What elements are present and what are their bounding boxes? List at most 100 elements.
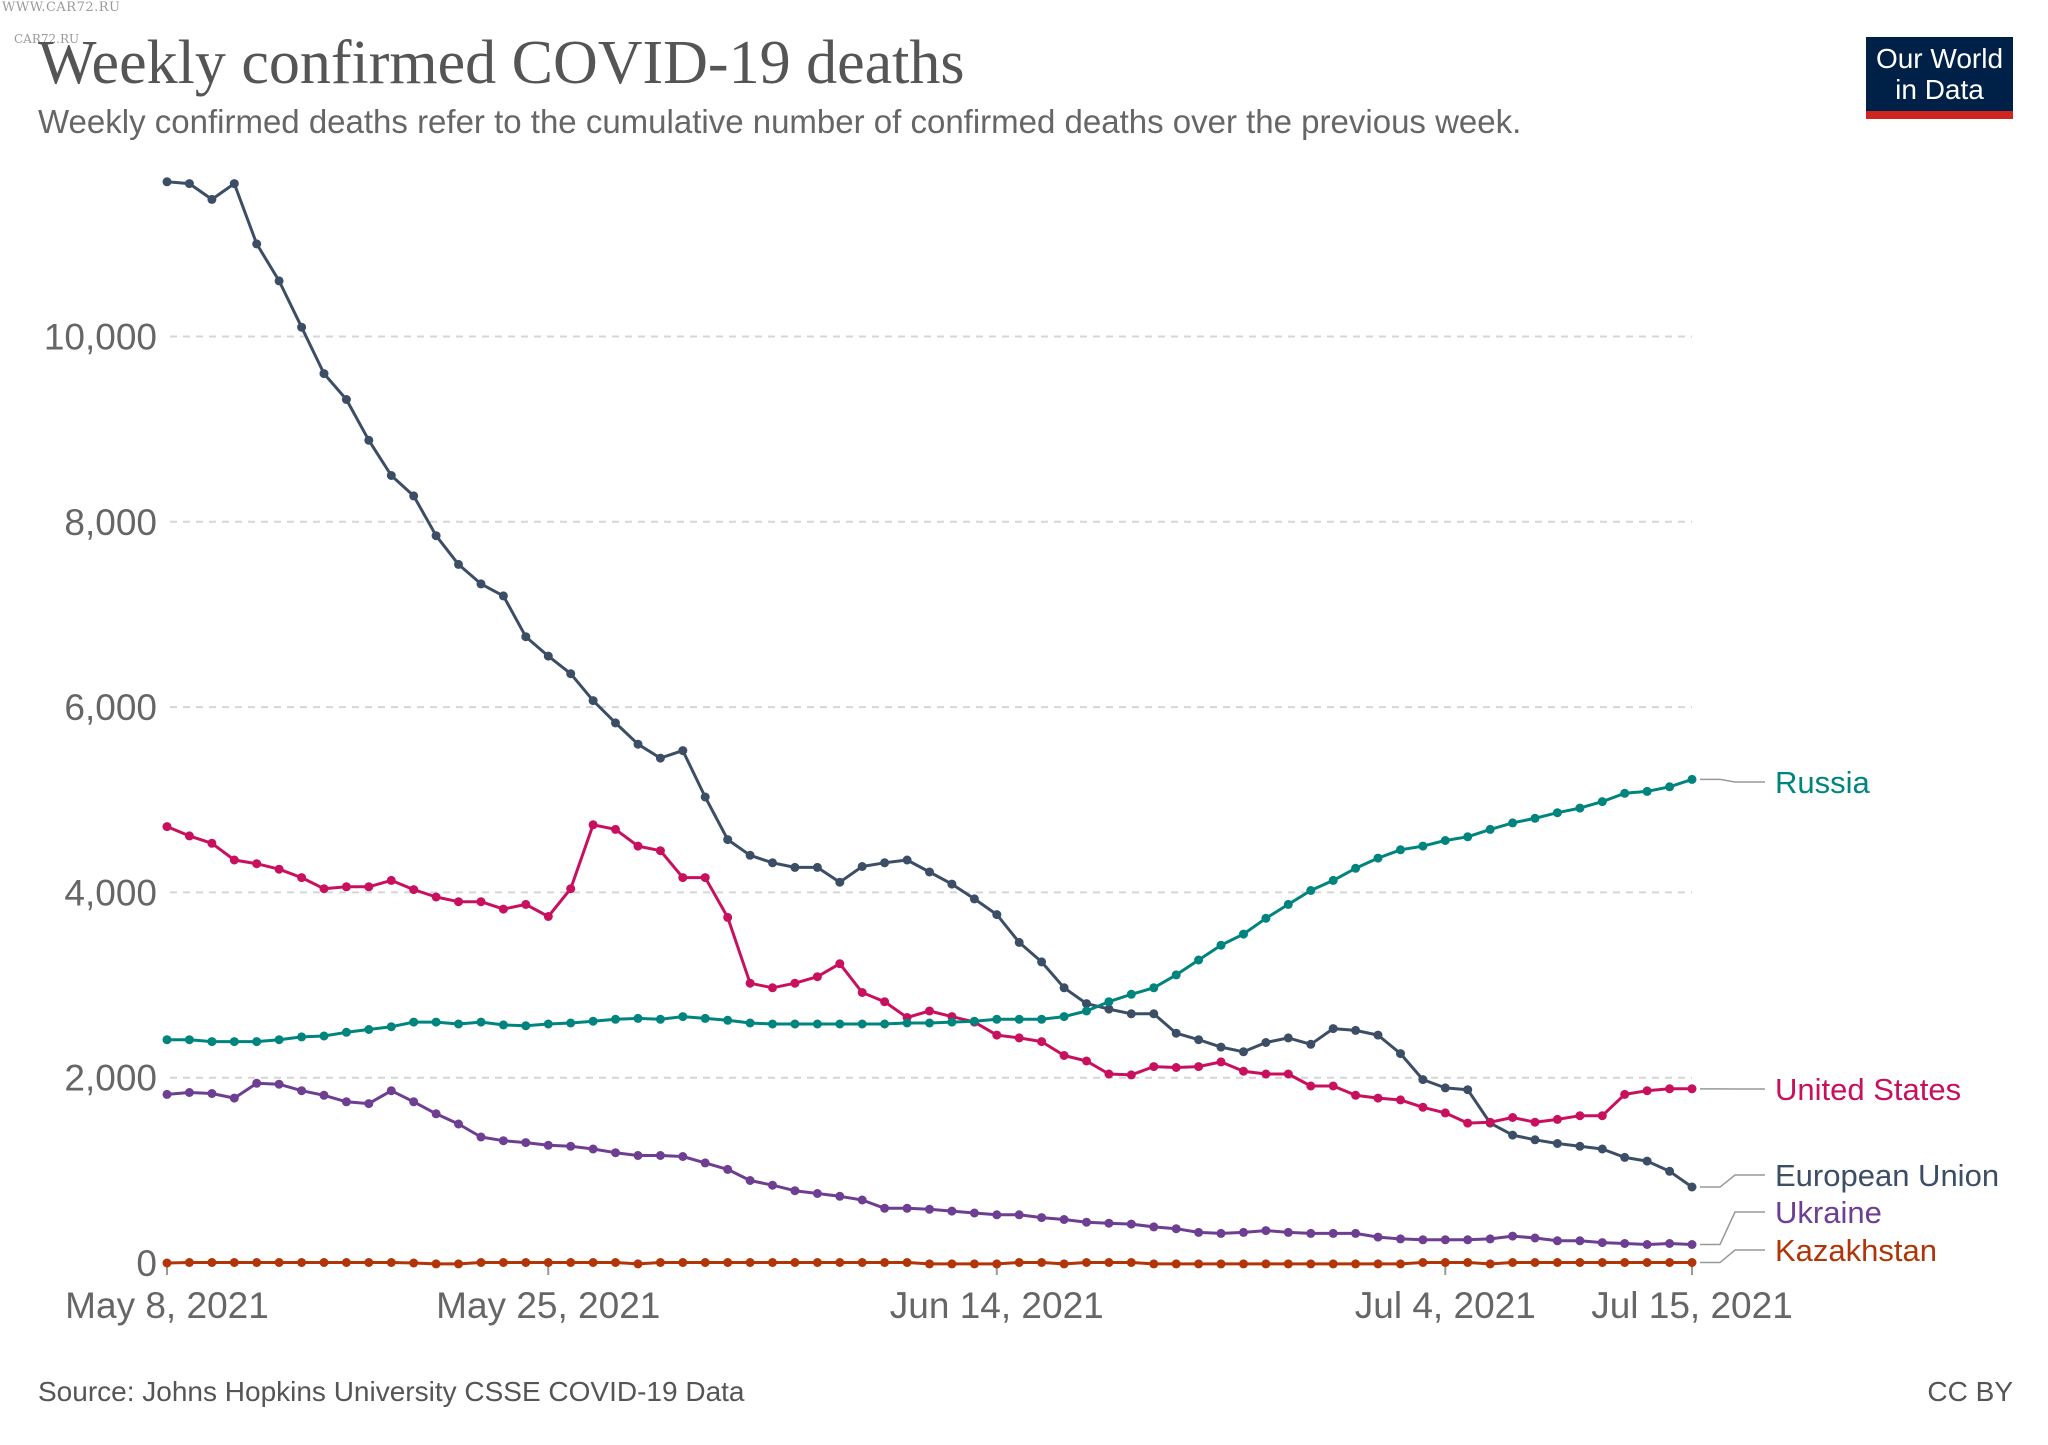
data-point — [969, 1016, 979, 1026]
data-point — [633, 1013, 643, 1023]
data-point — [835, 1258, 845, 1267]
data-point — [655, 1151, 665, 1160]
data-point — [521, 1021, 531, 1031]
data-point — [1642, 1086, 1652, 1096]
data-point — [588, 696, 598, 706]
data-point — [1396, 1049, 1405, 1059]
data-point — [723, 1258, 733, 1267]
data-point — [184, 1088, 194, 1097]
data-point — [229, 1093, 239, 1103]
data-point — [812, 1189, 822, 1198]
data-point — [1552, 1236, 1562, 1246]
data-point — [1037, 1258, 1047, 1267]
data-point — [1463, 832, 1473, 842]
data-point — [1665, 1239, 1675, 1248]
series-kazakhstan — [162, 1258, 1697, 1269]
data-point — [543, 1140, 553, 1150]
data-point — [902, 1258, 912, 1267]
data-point — [162, 822, 172, 832]
data-point — [274, 1079, 284, 1089]
source-note: Source: Johns Hopkins University CSSE CO… — [38, 1376, 745, 1407]
data-point — [723, 1164, 733, 1174]
data-point — [1216, 940, 1226, 950]
data-point — [947, 1206, 957, 1216]
data-point — [364, 435, 374, 445]
data-point — [1575, 1111, 1585, 1121]
data-point — [925, 867, 934, 877]
data-point — [1037, 1213, 1047, 1223]
data-point — [1306, 886, 1316, 895]
data-point — [454, 1259, 463, 1269]
data-point — [1283, 1033, 1293, 1043]
data-point — [521, 632, 531, 642]
data-point — [364, 882, 374, 892]
label-connector — [1700, 1211, 1765, 1246]
x-tick-label: May 8, 2021 — [65, 1285, 269, 1326]
data-point — [790, 978, 800, 988]
data-point — [162, 1089, 172, 1099]
y-tick-label: 8,000 — [64, 502, 157, 543]
data-point — [1508, 1130, 1518, 1140]
data-point — [1351, 863, 1361, 873]
data-point — [274, 864, 284, 874]
x-tick-label: Jul 15, 2021 — [1591, 1285, 1793, 1326]
data-point — [611, 1014, 620, 1024]
data-point — [386, 1086, 396, 1096]
data-point — [1283, 1069, 1293, 1079]
data-point — [1351, 1090, 1361, 1100]
y-axis-ticks: 0 2,000 4,000 6,000 8,000 10,000 — [44, 317, 157, 1285]
data-point — [1239, 1047, 1248, 1057]
data-point — [1687, 1240, 1697, 1249]
data-point — [812, 972, 822, 982]
data-point — [678, 1258, 688, 1267]
license-link[interactable]: CC BY — [1927, 1376, 2013, 1407]
data-point — [1261, 1226, 1271, 1236]
data-point — [566, 1018, 576, 1028]
data-point — [745, 1176, 755, 1185]
series-group — [162, 177, 1697, 1269]
data-point — [1485, 824, 1495, 834]
data-point — [1575, 803, 1585, 813]
data-point — [229, 1037, 239, 1047]
x-axis-ticks: May 8, 2021 May 25, 2021 Jun 14, 2021 Jul 4… — [65, 1263, 1793, 1326]
data-point — [1597, 1111, 1607, 1121]
data-point — [1104, 1218, 1114, 1228]
series-label: Kazakhstan — [1775, 1233, 1937, 1268]
data-point — [297, 873, 307, 883]
owid-logo[interactable]: Our World in Data — [1866, 37, 2013, 119]
data-point — [498, 1020, 508, 1030]
data-point — [1440, 1235, 1450, 1245]
data-point — [1508, 1113, 1518, 1122]
data-point — [1037, 1014, 1047, 1024]
data-point — [454, 1119, 463, 1129]
data-point — [1575, 1236, 1585, 1246]
data-point — [1149, 1222, 1159, 1232]
data-point — [1463, 1258, 1473, 1267]
data-point — [588, 1144, 598, 1154]
data-point — [319, 1258, 329, 1267]
data-point — [476, 1258, 486, 1267]
data-point — [700, 1158, 710, 1168]
logo-line-1: Our World — [1875, 43, 2004, 74]
data-point — [454, 1019, 463, 1029]
data-point — [1014, 937, 1024, 947]
data-point — [947, 1017, 957, 1027]
data-point — [925, 1006, 934, 1016]
data-point — [184, 1258, 194, 1267]
data-point — [252, 1037, 262, 1047]
logo-line-2: in Data — [1895, 74, 1984, 105]
data-point — [1194, 1062, 1204, 1072]
data-point — [857, 988, 867, 997]
x-tick-label: May 25, 2021 — [436, 1285, 660, 1326]
data-point — [902, 855, 912, 865]
data-point — [386, 471, 396, 480]
data-point — [1283, 1259, 1293, 1269]
data-point — [925, 1259, 934, 1269]
y-tick-label: 10,000 — [44, 317, 157, 358]
data-point — [812, 1019, 822, 1029]
data-point — [768, 858, 777, 868]
data-point — [1418, 1075, 1428, 1085]
data-point — [1373, 1030, 1383, 1040]
data-point — [364, 1025, 374, 1034]
data-point — [1597, 1258, 1607, 1267]
